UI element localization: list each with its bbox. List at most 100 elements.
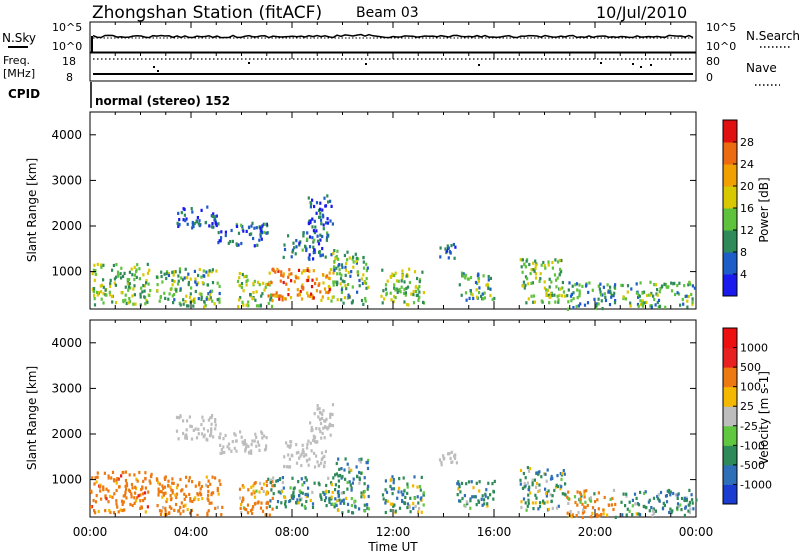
echo-cell	[335, 472, 338, 476]
echo-cell	[676, 496, 679, 500]
echo-cell	[422, 491, 425, 495]
echo-cell	[239, 506, 242, 510]
echo-cell	[331, 222, 334, 226]
echo-cell	[416, 276, 419, 281]
echo-cell	[148, 479, 151, 483]
echo-cell	[185, 304, 189, 308]
echo-cell	[346, 250, 349, 254]
echo-cell	[242, 496, 245, 500]
echo-cell	[680, 508, 683, 512]
echo-cell	[178, 416, 181, 420]
echo-cell	[688, 280, 691, 285]
echo-cell	[364, 299, 367, 303]
echo-cell	[384, 283, 388, 287]
echo-cell	[656, 300, 659, 305]
echo-cell	[634, 502, 637, 506]
echo-cell	[458, 485, 461, 489]
echo-cell	[247, 444, 250, 448]
echo-cell	[256, 243, 259, 247]
echo-cell	[531, 501, 534, 505]
echo-cell	[405, 286, 408, 290]
echo-cell	[179, 303, 182, 307]
echo-cell	[346, 258, 349, 262]
echo-cell	[203, 433, 206, 437]
echo-cell	[126, 277, 129, 282]
echo-cell	[222, 445, 225, 449]
echo-cell	[95, 494, 98, 498]
echo-cell	[469, 499, 472, 503]
echo-cell	[298, 494, 301, 498]
echo-cell	[313, 238, 316, 242]
echo-cell	[355, 256, 358, 260]
echo-cell	[231, 239, 234, 243]
echo-cell	[190, 286, 193, 290]
echo-cell	[352, 255, 355, 259]
echo-cell	[306, 267, 309, 271]
echo-cell	[354, 505, 357, 509]
echo-cell	[365, 461, 368, 465]
echo-cell	[595, 304, 598, 308]
echo-cell	[131, 503, 134, 508]
echo-cell	[471, 293, 474, 297]
echo-cell	[282, 486, 285, 490]
echo-cell	[178, 218, 181, 222]
echo-cell	[303, 481, 306, 485]
echo-cell	[524, 275, 528, 279]
echo-cell	[659, 287, 662, 291]
echo-cell	[285, 282, 288, 286]
echo-cell	[691, 498, 694, 502]
echo-cell	[653, 511, 656, 515]
echo-cell	[397, 490, 400, 494]
echo-cell	[444, 247, 447, 251]
echo-cell	[115, 275, 118, 279]
echo-cell	[109, 278, 112, 282]
echo-cell	[122, 274, 125, 278]
echo-cell	[337, 474, 340, 478]
echo-cell	[450, 460, 453, 464]
echo-cell	[674, 292, 677, 297]
echo-cell	[113, 277, 116, 281]
echo-cell	[658, 290, 661, 294]
echo-cell	[691, 300, 694, 304]
echo-cell	[252, 505, 255, 509]
echo-cell	[132, 287, 135, 291]
echo-cell	[129, 502, 132, 507]
echo-cell	[96, 293, 99, 297]
echo-cell	[306, 493, 309, 497]
echo-cell	[576, 503, 579, 507]
echo-cell	[115, 301, 118, 305]
echo-cell	[271, 480, 274, 484]
echo-cell	[522, 471, 525, 476]
echo-cell	[551, 506, 554, 510]
echo-cell	[136, 479, 139, 483]
echo-cell	[280, 501, 283, 505]
echo-cell	[558, 273, 561, 277]
echo-cell	[184, 267, 187, 271]
echo-cell	[200, 208, 203, 212]
echo-cell	[545, 291, 548, 295]
echo-cell	[209, 296, 212, 300]
echo-cell	[385, 291, 388, 295]
echo-cell	[191, 223, 194, 227]
echo-cell	[492, 490, 495, 494]
echo-cell	[481, 292, 484, 296]
echo-cell	[327, 490, 330, 494]
echo-cell	[551, 293, 554, 298]
echo-cell	[628, 500, 631, 504]
echo-cell	[418, 485, 422, 489]
colorbar-segment	[723, 445, 737, 466]
echo-cell	[123, 271, 126, 275]
echo-cell	[532, 294, 536, 298]
echo-cell	[295, 245, 298, 249]
echo-cell	[417, 501, 420, 505]
echo-cell	[276, 500, 280, 504]
echo-cell	[586, 503, 589, 508]
echo-cell	[538, 501, 542, 505]
echo-cell	[482, 274, 485, 278]
echo-cell	[532, 261, 535, 265]
echo-cell	[398, 486, 401, 490]
echo-cell	[281, 480, 284, 485]
echo-cell	[211, 281, 215, 285]
echo-cell	[182, 302, 185, 306]
echo-cell	[218, 435, 221, 439]
